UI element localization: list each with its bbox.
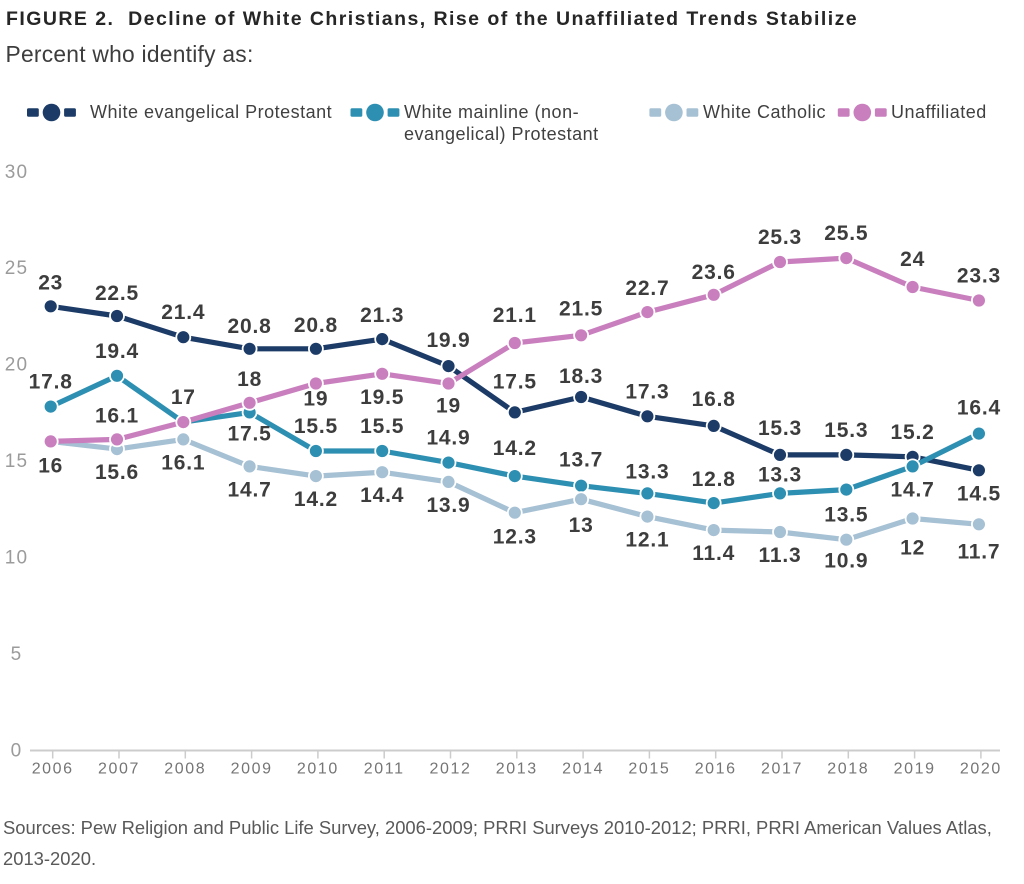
svg-text:FIGURE 2. Decline of White Ch: FIGURE 2. Decline of White Christians, R…: [6, 8, 858, 30]
svg-text:White mainline (non-: White mainline (non-: [404, 102, 579, 122]
svg-text:15.5: 15.5: [360, 415, 404, 438]
svg-text:12.1: 12.1: [625, 529, 669, 552]
svg-text:13.9: 13.9: [426, 494, 470, 517]
svg-text:19.9: 19.9: [426, 329, 470, 352]
svg-text:14.4: 14.4: [360, 484, 404, 507]
svg-text:13.5: 13.5: [824, 504, 868, 527]
svg-text:16.1: 16.1: [161, 451, 205, 474]
svg-text:Unaffiliated: Unaffiliated: [891, 102, 987, 122]
svg-text:2019: 2019: [894, 761, 936, 778]
svg-text:10.9: 10.9: [824, 550, 868, 573]
svg-text:17.8: 17.8: [29, 371, 73, 394]
svg-text:18.3: 18.3: [559, 365, 603, 388]
svg-text:22.7: 22.7: [625, 277, 669, 300]
svg-text:2008: 2008: [164, 761, 206, 778]
svg-text:16.4: 16.4: [957, 397, 1001, 420]
svg-text:16.8: 16.8: [692, 388, 736, 411]
svg-text:23.6: 23.6: [692, 261, 736, 284]
svg-text:22.5: 22.5: [95, 282, 139, 305]
svg-text:Sources: Pew Religion and Publ: Sources: Pew Religion and Public Life Su…: [3, 817, 992, 838]
svg-text:2006: 2006: [32, 761, 74, 778]
svg-text:15.6: 15.6: [95, 461, 139, 484]
svg-text:15.2: 15.2: [891, 421, 935, 444]
svg-text:17: 17: [171, 386, 196, 409]
svg-text:2013: 2013: [496, 761, 538, 778]
svg-text:11.3: 11.3: [759, 544, 802, 567]
svg-text:25.3: 25.3: [758, 226, 802, 249]
svg-text:14.5: 14.5: [957, 482, 1001, 505]
svg-text:2007: 2007: [98, 761, 140, 778]
svg-text:13.3: 13.3: [758, 463, 802, 486]
svg-text:13: 13: [569, 514, 594, 537]
svg-text:14.9: 14.9: [426, 427, 470, 450]
svg-text:14.2: 14.2: [493, 437, 537, 460]
svg-text:19: 19: [303, 388, 328, 411]
svg-text:11.4: 11.4: [692, 542, 735, 565]
svg-text:Percent who identify as:: Percent who identify as:: [6, 41, 254, 67]
svg-text:2020: 2020: [960, 761, 1002, 778]
svg-text:12: 12: [900, 537, 925, 560]
svg-text:2016: 2016: [695, 761, 737, 778]
svg-text:19.5: 19.5: [360, 386, 404, 409]
svg-text:23: 23: [38, 271, 63, 294]
svg-text:2012: 2012: [430, 761, 472, 778]
svg-text:11.7: 11.7: [957, 540, 1000, 563]
svg-text:19: 19: [436, 395, 461, 418]
svg-text:21.5: 21.5: [559, 297, 603, 320]
svg-text:0: 0: [11, 741, 23, 762]
svg-text:2018: 2018: [827, 761, 869, 778]
svg-text:2013-2020.: 2013-2020.: [3, 848, 96, 869]
svg-text:15: 15: [5, 451, 29, 472]
svg-text:21.1: 21.1: [493, 304, 537, 327]
svg-text:2011: 2011: [364, 761, 405, 778]
svg-text:evangelical) Protestant: evangelical) Protestant: [404, 124, 599, 144]
svg-text:10: 10: [5, 548, 29, 569]
svg-text:5: 5: [11, 644, 23, 665]
svg-text:12.3: 12.3: [493, 526, 537, 549]
svg-text:17.5: 17.5: [493, 370, 537, 393]
svg-text:20.8: 20.8: [228, 315, 272, 338]
svg-text:17.5: 17.5: [228, 422, 272, 445]
svg-text:20: 20: [5, 355, 29, 376]
svg-text:16.1: 16.1: [95, 404, 139, 427]
svg-text:25.5: 25.5: [824, 222, 868, 245]
svg-text:21.3: 21.3: [360, 304, 404, 327]
svg-text:17.3: 17.3: [625, 380, 669, 403]
svg-text:30: 30: [5, 162, 29, 183]
svg-text:15.3: 15.3: [758, 417, 802, 440]
svg-text:21.4: 21.4: [161, 301, 205, 324]
svg-text:14.7: 14.7: [228, 478, 272, 501]
svg-text:12.8: 12.8: [692, 468, 736, 491]
svg-text:2014: 2014: [562, 761, 604, 778]
svg-text:2017: 2017: [761, 761, 803, 778]
svg-text:White Catholic: White Catholic: [703, 102, 826, 122]
svg-text:13.7: 13.7: [559, 449, 603, 472]
svg-text:20.8: 20.8: [294, 314, 338, 337]
svg-text:15.5: 15.5: [294, 415, 338, 438]
svg-text:16: 16: [38, 454, 63, 477]
svg-text:White evangelical Protestant: White evangelical Protestant: [90, 102, 332, 122]
svg-text:18: 18: [237, 368, 262, 391]
svg-text:2015: 2015: [628, 761, 670, 778]
svg-text:23.3: 23.3: [957, 265, 1001, 288]
svg-text:14.2: 14.2: [294, 488, 338, 511]
svg-text:14.7: 14.7: [891, 478, 935, 501]
svg-text:19.4: 19.4: [95, 340, 139, 363]
svg-text:15.3: 15.3: [824, 419, 868, 442]
svg-text:25: 25: [5, 258, 29, 279]
svg-text:24: 24: [900, 248, 925, 271]
svg-text:2009: 2009: [231, 761, 273, 778]
svg-text:13.3: 13.3: [625, 460, 669, 483]
svg-text:2010: 2010: [297, 761, 339, 778]
